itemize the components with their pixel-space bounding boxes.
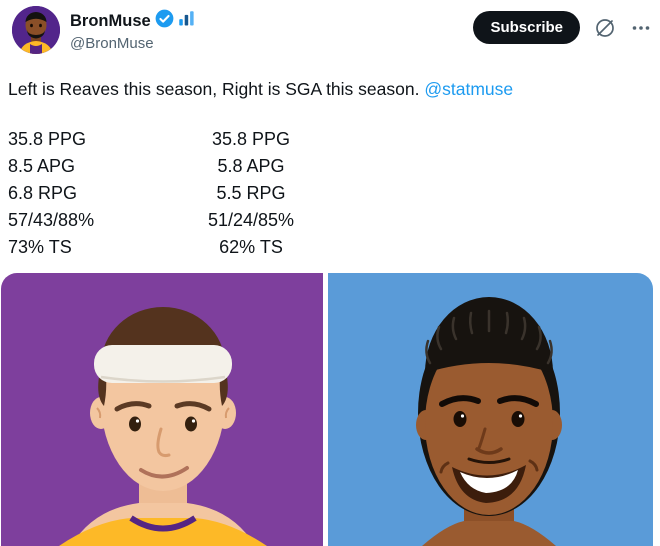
- reaves-illustration: [59, 307, 267, 546]
- post-header: BronMuse @BronMuse Subscr: [12, 6, 652, 54]
- verified-icon: [155, 9, 174, 33]
- stat-right-value: 5.8 APG: [217, 156, 285, 176]
- stat-row: 35.8 PPG 35.8 PPG: [8, 126, 314, 153]
- avatar[interactable]: [12, 6, 60, 54]
- header-actions: Subscribe: [473, 6, 652, 44]
- more-icon[interactable]: [630, 17, 652, 39]
- grok-icon[interactable]: [594, 17, 616, 39]
- author-name-row[interactable]: BronMuse: [70, 9, 195, 33]
- stat-row: 73% TS 62% TS: [8, 234, 314, 261]
- stat-right-value: 51/24/85%: [207, 210, 295, 230]
- media-right-half[interactable]: [328, 273, 653, 546]
- stat-left-value: 57/43/88%: [8, 210, 95, 230]
- stat-row: 6.8 RPG 5.5 RPG: [8, 180, 314, 207]
- stat-right-value: 62% TS: [219, 237, 283, 257]
- author-handle[interactable]: @BronMuse: [70, 35, 154, 52]
- stat-right-value: 5.5 RPG: [216, 183, 286, 203]
- bar-chart-icon: [178, 10, 195, 32]
- mention-link[interactable]: @statmuse: [424, 79, 514, 99]
- author-block: BronMuse @BronMuse: [70, 6, 195, 53]
- subscribe-button[interactable]: Subscribe: [473, 11, 580, 44]
- media-left-half[interactable]: [1, 273, 323, 546]
- stat-row: 57/43/88% 51/24/85%: [8, 207, 314, 234]
- avatar-illustration: [12, 6, 60, 54]
- stat-left-value: 73% TS: [8, 237, 72, 257]
- display-name[interactable]: BronMuse: [70, 12, 151, 30]
- stat-left-value: 8.5 APG: [8, 156, 76, 176]
- stat-row: 8.5 APG 5.8 APG: [8, 153, 314, 180]
- stat-left-value: 6.8 RPG: [8, 183, 78, 203]
- stat-right-value: 35.8 PPG: [211, 129, 291, 149]
- stat-left-value: 35.8 PPG: [8, 129, 87, 149]
- tweet-text: Left is Reaves this season, Right is SGA…: [8, 77, 652, 101]
- sga-illustration: [416, 297, 562, 546]
- stats-block: 35.8 PPG 35.8 PPG 8.5 APG 5.8 APG 6.8 RP…: [8, 126, 314, 261]
- tweet-media[interactable]: [1, 273, 653, 546]
- tweet-text-body: Left is Reaves this season, Right is SGA…: [8, 79, 420, 99]
